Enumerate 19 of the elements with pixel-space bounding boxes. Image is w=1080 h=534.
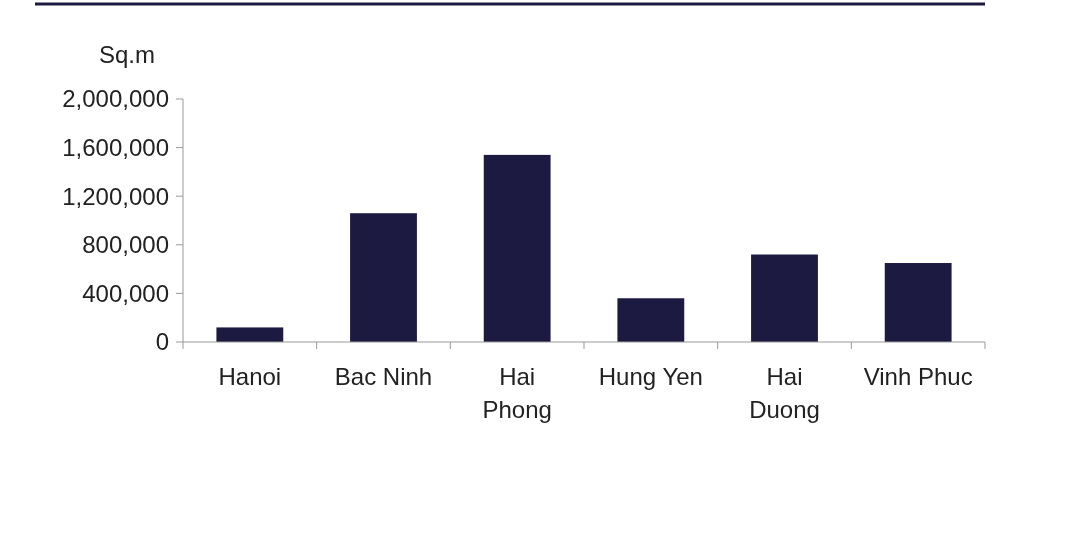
y-tick-label: 1,600,000: [62, 134, 169, 161]
bar: [751, 254, 818, 342]
y-tick-label: 0: [155, 328, 169, 356]
x-tick-label: Hai Phong: [482, 363, 552, 423]
bar: [216, 327, 284, 342]
x-tick-label: Vinh Phuc: [863, 363, 973, 390]
bar: [483, 154, 551, 342]
bar: [884, 263, 952, 342]
bar: [350, 213, 417, 342]
y-axis-title: Sq.m: [98, 41, 156, 68]
y-tick-label: 1,200,000: [62, 182, 169, 210]
x-tick-label: Hanoi: [218, 363, 282, 390]
x-tick-label: Hai Duong: [749, 363, 820, 423]
y-tick-label: 800,000: [82, 231, 169, 259]
y-tick-label: 2,000,000: [62, 85, 169, 113]
y-tick-label: 400,000: [82, 279, 169, 307]
x-tick-label: Hung Yen: [598, 363, 703, 390]
x-tick-label: Bac Ninh: [334, 363, 433, 390]
bar: [617, 298, 685, 342]
